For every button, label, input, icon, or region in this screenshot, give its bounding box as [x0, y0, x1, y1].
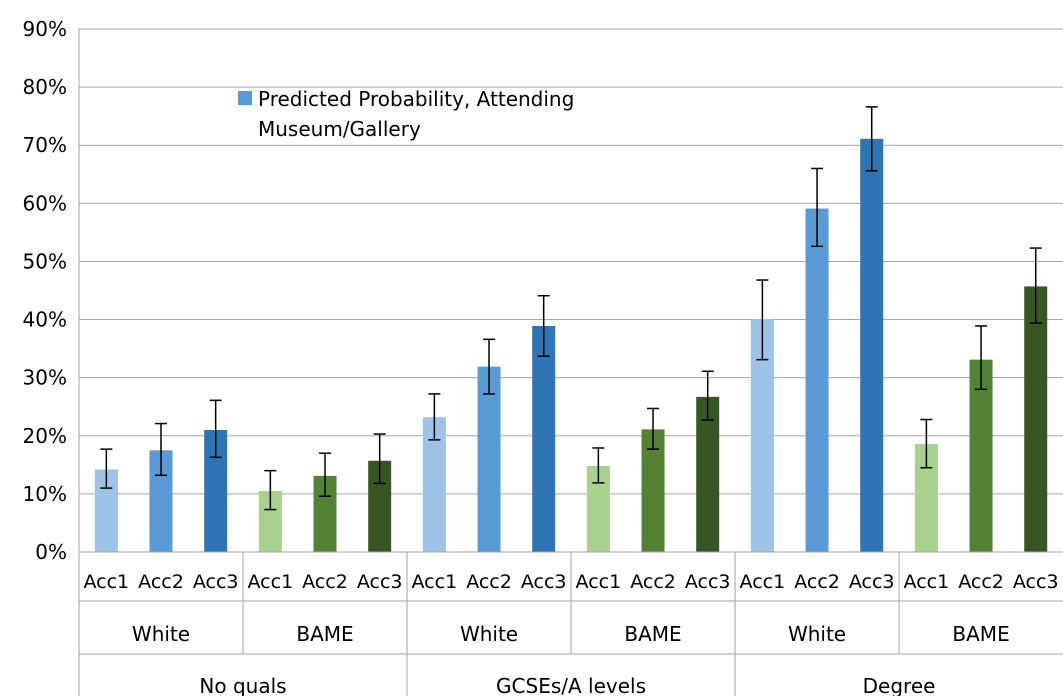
x-category-label: Acc3 [685, 571, 731, 593]
x-category-label: Acc1 [84, 571, 130, 593]
bar [94, 469, 118, 552]
x-category-label: Acc3 [521, 571, 567, 593]
bar [313, 475, 337, 552]
x-category-label: Acc1 [576, 571, 622, 593]
x-group-label: BAME [624, 622, 681, 646]
x-group-label: White [132, 622, 190, 646]
x-qualification-label: No quals [199, 674, 286, 696]
x-category-label: Acc2 [958, 571, 1004, 593]
x-category-label: Acc3 [1013, 571, 1059, 593]
x-qualification-label: Degree [863, 674, 936, 696]
y-tick-label: 20% [23, 424, 67, 448]
bar [204, 429, 228, 552]
x-category-label: Acc1 [904, 571, 950, 593]
y-tick-label: 0% [35, 540, 67, 564]
bar [258, 490, 282, 552]
bars [94, 106, 1048, 552]
x-group-label: White [788, 622, 846, 646]
x-category-label: Acc1 [248, 571, 294, 593]
bar [641, 429, 665, 552]
x-qualification-label: GCSEs/A levels [496, 674, 646, 696]
legend-swatch [238, 91, 252, 105]
y-tick-label: 60% [23, 191, 67, 215]
axes: 0% 10% 20% 30% 40% 50% 60% 70% 80% 90% Acc1 Acc2 Acc… [23, 17, 1063, 696]
x-category-label: Acc2 [302, 571, 348, 593]
bar [422, 417, 446, 552]
x-category-label: Acc2 [138, 571, 184, 593]
x-group-label: BAME [952, 622, 1009, 646]
gridlines [79, 28, 1063, 495]
bar [969, 359, 993, 552]
bar [477, 366, 501, 552]
x-category-label: Acc2 [466, 571, 512, 593]
y-tick-label: 70% [23, 133, 67, 157]
bar [696, 396, 720, 552]
x-category-label: Acc3 [193, 571, 239, 593]
legend: Predicted Probability, Attending Museum/… [238, 87, 574, 141]
bar [860, 138, 884, 552]
bar [1024, 286, 1048, 552]
bar [914, 443, 938, 552]
y-tick-label: 10% [23, 482, 67, 506]
x-category-label: Acc3 [849, 571, 895, 593]
x-category-label: Acc3 [357, 571, 403, 593]
bar [750, 318, 774, 552]
y-tick-label: 40% [23, 308, 67, 332]
bar [805, 208, 829, 552]
x-group-label: BAME [296, 622, 353, 646]
y-tick-label: 30% [23, 366, 67, 390]
x-category-label: Acc1 [412, 571, 458, 593]
x-category-label: Acc1 [740, 571, 786, 593]
bar [586, 465, 610, 552]
legend-label-line2: Museum/Gallery [258, 117, 421, 141]
x-group-label: White [460, 622, 518, 646]
y-tick-label: 80% [23, 75, 67, 99]
legend-label-line1: Predicted Probability, Attending [258, 87, 574, 111]
y-tick-label: 50% [23, 249, 67, 273]
y-tick-label: 90% [23, 17, 67, 41]
x-category-label: Acc2 [794, 571, 840, 593]
x-category-label: Acc2 [630, 571, 676, 593]
bar [532, 325, 556, 552]
